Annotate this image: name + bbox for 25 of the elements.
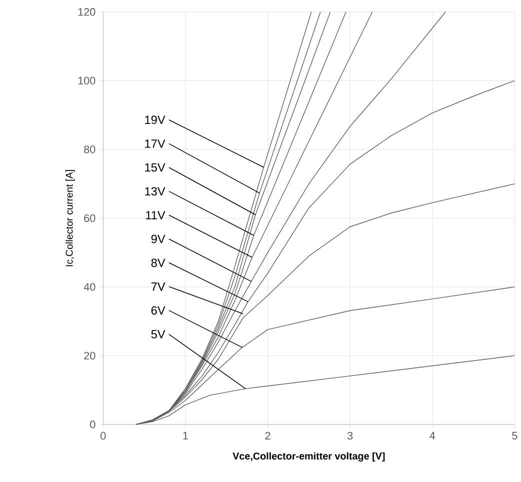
y-axis-title: Ic,Collector current [A] [66,170,75,266]
y-tick-label: 80 [84,146,96,154]
y-tick-label: 120 [78,8,96,16]
x-tick-label: 3 [347,432,353,440]
annotation: 11V [146,211,166,220]
annotation: 13V [145,187,166,196]
y-tick-label: 40 [84,283,96,291]
y-tick-label: 20 [84,352,96,360]
annotation: 19V [145,116,166,124]
x-tick-label: 5 [512,432,518,440]
y-tick-label: 0 [90,420,96,428]
annotation: 8V [151,258,166,267]
x-tick-label: 4 [430,432,436,440]
annotation: 7V [151,282,166,291]
annotation: 6V [151,306,166,315]
y-tick-label: 60 [84,214,96,222]
x-tick-label: 0 [100,432,106,440]
annotation: 5V [151,330,166,338]
y-tick-label: 100 [78,76,96,85]
x-tick-label: 1 [183,432,188,440]
annotation: 9V [151,234,166,244]
annotation: 15V [145,163,166,172]
annotation: 17V [145,140,166,148]
x-tick-label: 2 [265,432,270,440]
x-axis-title: Vce,Collector-emitter voltage [V] [232,452,385,462]
